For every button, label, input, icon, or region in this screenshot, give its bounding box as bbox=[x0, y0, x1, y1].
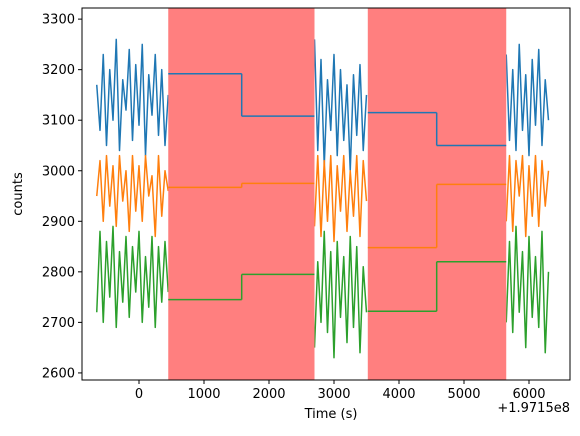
axes-frame bbox=[81, 7, 571, 381]
y-tick-label: 3300 bbox=[42, 13, 75, 28]
data-line bbox=[96, 154, 550, 243]
y-tick-label: 2800 bbox=[42, 265, 75, 280]
y-tick-label: 2700 bbox=[42, 316, 75, 331]
x-tick-label: 5000 bbox=[447, 387, 480, 402]
data-line bbox=[96, 225, 550, 359]
y-tick-label: 3000 bbox=[42, 164, 75, 179]
plot-area bbox=[96, 8, 550, 380]
x-tick-label: 0 bbox=[135, 387, 143, 402]
x-tick-label: 2000 bbox=[252, 387, 285, 402]
y-axis-label: counts bbox=[11, 172, 26, 216]
x-tick-label: 6000 bbox=[512, 387, 545, 402]
y-tick-label: 2600 bbox=[42, 366, 75, 381]
offset-text: +1.9715e8 bbox=[497, 401, 570, 416]
y-tick-label: 3200 bbox=[42, 63, 75, 78]
x-tick-label: 1000 bbox=[187, 387, 220, 402]
x-axis-label: Time (s) bbox=[304, 407, 358, 422]
data-line bbox=[96, 38, 550, 172]
x-tick-label: 4000 bbox=[382, 387, 415, 402]
shaded-span bbox=[168, 8, 315, 380]
y-tick-label: 2900 bbox=[42, 215, 75, 230]
x-tick-label: 3000 bbox=[317, 387, 350, 402]
y-tick-label: 3100 bbox=[42, 114, 75, 129]
